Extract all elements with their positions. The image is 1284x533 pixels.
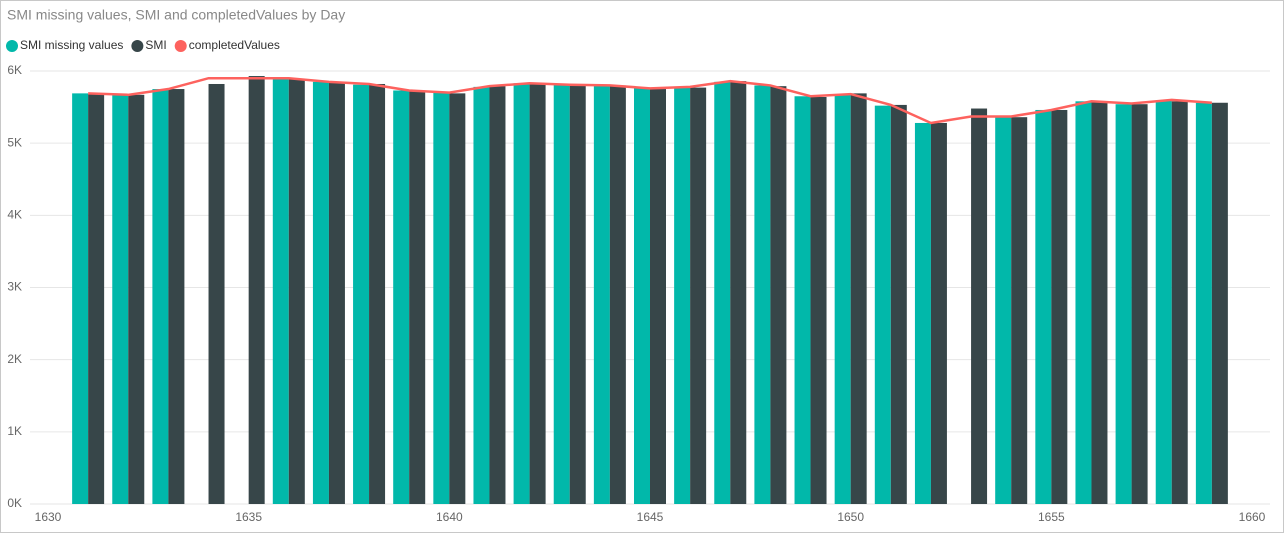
bar — [1075, 101, 1092, 504]
bar — [353, 84, 370, 504]
bar — [72, 93, 89, 504]
legend-label: completedValues — [189, 38, 280, 52]
bar — [593, 85, 610, 504]
bar — [208, 83, 225, 505]
bar — [794, 96, 811, 504]
legend-label: SMI missing values — [20, 38, 123, 52]
y-tick-label: 1K — [7, 424, 22, 438]
bar — [328, 82, 345, 505]
bar — [1115, 104, 1132, 505]
bar — [433, 92, 450, 505]
bar — [513, 83, 530, 504]
y-tick-label: 2K — [7, 352, 22, 366]
bar — [770, 86, 787, 504]
bar — [409, 91, 426, 504]
bar — [1211, 102, 1228, 505]
bar — [914, 122, 931, 505]
legend-marker — [174, 40, 187, 52]
bar — [112, 94, 129, 504]
bar — [1035, 109, 1052, 504]
y-tick-label: 6K — [7, 63, 22, 77]
bar — [569, 84, 586, 504]
bar — [128, 94, 145, 504]
bar — [369, 83, 386, 505]
bar — [874, 105, 891, 504]
line — [88, 76, 1212, 125]
bar — [834, 94, 851, 504]
bar — [650, 89, 666, 505]
x-tick-label: 1660 — [1239, 510, 1266, 524]
bar — [288, 78, 305, 505]
bar — [714, 81, 731, 504]
bar — [1155, 100, 1172, 505]
bar — [971, 108, 988, 504]
bar — [690, 87, 707, 505]
bar — [1131, 104, 1148, 505]
y-tick-label: 5K — [7, 135, 22, 149]
bar — [1195, 102, 1212, 505]
bar — [995, 116, 1012, 504]
x-tick-label: 1655 — [1038, 510, 1065, 524]
bar — [850, 93, 867, 504]
x-tick-label: 1630 — [35, 510, 62, 524]
bar — [1011, 117, 1028, 504]
bar — [272, 78, 289, 504]
y-tick-label: 3K — [7, 280, 22, 294]
bar — [930, 122, 947, 505]
bar — [152, 89, 169, 505]
bar — [1171, 101, 1188, 504]
bar — [890, 104, 907, 504]
bar — [473, 86, 490, 505]
bar — [553, 84, 570, 504]
bar — [754, 85, 771, 504]
bar — [529, 83, 546, 505]
chart-title: SMI missing values, SMI and completedVal… — [7, 7, 345, 23]
x-tick-label: 1645 — [637, 510, 664, 524]
bar — [674, 86, 691, 505]
y-tick-label: 4K — [7, 208, 22, 222]
y-tick-label: 0K — [7, 496, 22, 510]
bar — [312, 81, 329, 504]
bar — [248, 76, 265, 504]
x-tick-label: 1650 — [837, 510, 864, 524]
legend-label: SMI — [145, 38, 166, 52]
bar — [730, 81, 747, 504]
bar — [449, 93, 466, 504]
bar — [1051, 109, 1068, 504]
bar — [609, 85, 626, 504]
x-tick-label: 1635 — [235, 510, 262, 524]
bar — [1091, 102, 1108, 504]
bar — [168, 89, 185, 505]
legend-marker — [131, 40, 144, 52]
bar — [88, 94, 105, 505]
legend-marker — [6, 40, 18, 52]
bar — [634, 88, 650, 504]
bar — [489, 86, 506, 504]
bar — [810, 96, 827, 504]
bar — [393, 90, 410, 505]
x-tick-label: 1640 — [436, 510, 463, 524]
